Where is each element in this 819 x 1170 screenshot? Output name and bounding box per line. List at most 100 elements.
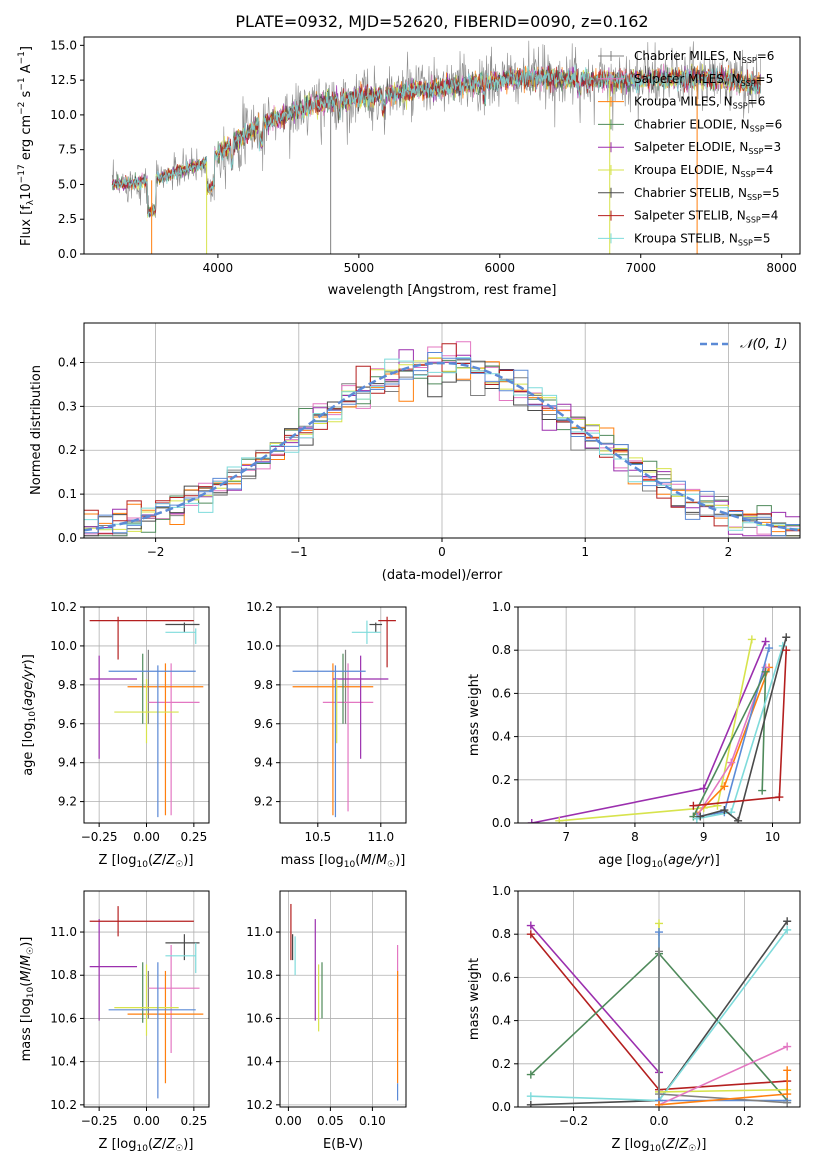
panel-ytick-label: 10.6: [246, 1011, 273, 1025]
residual-xlabel: (data-model)/error: [382, 568, 503, 583]
residual-xtick-label: −1: [290, 545, 308, 559]
panel-ytick-label: 0.6: [492, 686, 511, 700]
mass-vs-reddening-panel: 0.00 0.05 0.10 10.2 10.4 10.6 10.8 11.0 E(B-V): [246, 890, 407, 1152]
residual-ytick-label: 0.4: [58, 355, 77, 369]
spectrum-ytick-label: 0.0: [58, 247, 77, 261]
panel-xtick-label: 10: [765, 830, 780, 844]
mass-weight-marker: [782, 633, 791, 642]
panel-ytick-label: 10.0: [246, 639, 273, 653]
mass-weight-marker: [727, 758, 736, 767]
mass-weight-marker: [734, 816, 743, 823]
mass-weight-line: [531, 641, 767, 823]
panel-xtick-label: 7: [562, 830, 570, 844]
panel-ytick-label: 10.2: [50, 600, 77, 614]
age-vs-metallicity-xlabel: Z [log10(Z/Z☉)]: [99, 853, 194, 870]
panel-xtick-label: 0.05: [317, 1114, 344, 1128]
panel-ytick-label: 11.0: [50, 925, 77, 939]
panel-ytick-label: 10.2: [246, 1098, 273, 1112]
panel-ytick-label: 1.0: [492, 600, 511, 614]
mass-weight-marker: [689, 801, 698, 810]
panel-ytick-label: 0.2: [492, 773, 511, 787]
spectrum-xtick-label: 5000: [344, 261, 375, 275]
age-vs-metallicity-panel: −0.25 0.00 0.25 9.2 9.4 9.6 9.8 10.0 10.2 Z [log1…: [21, 600, 210, 870]
age-vs-mass-panel: 10.5 11.0 9.2 9.4 9.6 9.8 10.0 10.2 mass [log10(…: [246, 600, 407, 870]
panel-ytick-label: 9.8: [254, 678, 273, 692]
panel-ytick-label: 10.8: [50, 968, 77, 982]
panel-ytick-label: 10.2: [50, 1098, 77, 1112]
panel-ytick-label: 0.0: [492, 1100, 511, 1114]
mass-weight-line: [700, 636, 787, 823]
panel-ytick-label: 0.0: [492, 816, 511, 830]
panel-plot-area: [84, 891, 209, 1107]
normal-reference-curve: [84, 361, 800, 532]
legend-label: Kroupa STELIB, NSSP=5: [634, 231, 771, 247]
mass-weight-marker: [655, 947, 663, 956]
spectrum-xtick-label: 4000: [203, 261, 234, 275]
mass-weight-marker: [783, 1066, 792, 1075]
mass-weight-marker: [526, 1100, 535, 1107]
residual-ytick-label: 0.2: [58, 443, 77, 457]
mass-weight-line: [530, 925, 660, 1073]
panel-plot-area: [518, 607, 800, 823]
panel-plot-area: [518, 891, 800, 1107]
panel-ytick-label: 9.2: [254, 795, 273, 809]
residual-panel: −2 −1 0 1 2 0.0 0.1 0.2 0.3 0.4 (data-model)/erro…: [29, 322, 801, 583]
mass-weight-marker: [699, 784, 708, 793]
spectrum-series-line: [111, 40, 761, 218]
panel-xtick-label: 0.25: [180, 1114, 207, 1128]
spectrum-ytick-label: 2.5: [58, 212, 77, 226]
mass-weight-marker: [696, 812, 705, 821]
spectrum-ytick-label: 15.0: [50, 38, 77, 52]
mass-weight-marker: [765, 644, 774, 653]
panel-axes-frame: [279, 890, 407, 1108]
panel-ytick-label: 0.4: [492, 730, 511, 744]
panel-xtick-label: 8: [631, 830, 639, 844]
mass-weight-marker: [655, 919, 663, 928]
mass-weight-marker: [526, 1070, 535, 1079]
mass-weight-marker: [761, 667, 770, 676]
panel-xtick-label: −0.25: [81, 1114, 118, 1128]
panel-xtick-label: 0.0: [649, 1114, 668, 1128]
legend-label: Chabrier ELODIE, NSSP=6: [634, 117, 782, 133]
mass-weight-line: [559, 639, 753, 822]
mass-weight-marker: [747, 635, 756, 644]
mass-weight-line: [658, 1045, 788, 1106]
panel-axes-frame: [279, 606, 407, 824]
legend-label: Salpeter ELODIE, NSSP=3: [634, 140, 781, 156]
panel-ytick-label: 9.2: [58, 795, 77, 809]
panel-ytick-label: 11.0: [246, 925, 273, 939]
mass-weight-vs-age-xlabel: age [log10(age/yr)]: [598, 853, 720, 870]
panel-ytick-label: 10.4: [50, 1055, 77, 1069]
panel-xtick-label: −0.2: [559, 1114, 588, 1128]
panel-plot-area: [84, 607, 209, 823]
mass-weight-marker: [555, 816, 564, 823]
mass-weight-line: [696, 645, 784, 820]
legend-label: Salpeter STELIB, NSSP=4: [634, 209, 778, 225]
mass-weight-marker: [782, 646, 791, 655]
residual-ticks: −2 −1 0 1 2 0.0 0.1 0.2 0.3 0.4: [58, 355, 732, 559]
residual-histograms: [84, 341, 800, 537]
residual-xtick-label: 2: [725, 545, 733, 559]
mass-vs-metallicity-xlabel: Z [log10(Z/Z☉)]: [99, 1137, 194, 1154]
spectrum-title: PLATE=0932, MJD=52620, FIBERID=0090, z=0…: [235, 12, 648, 31]
spectrum-xlabel: wavelength [Angstrom, rest frame]: [328, 283, 557, 298]
mass-weight-marker: [655, 1100, 663, 1107]
spectrum-panel: PLATE=0932, MJD=52620, FIBERID=0090, z=0…: [17, 12, 801, 298]
legend-label: Salpeter MILES, NSSP=5: [634, 72, 773, 88]
spectrum-ytick-label: 12.5: [50, 73, 77, 87]
panel-xtick-label: 0.10: [359, 1114, 386, 1128]
panel-plot-area: [280, 891, 406, 1107]
panel-xtick-label: 0.2: [735, 1114, 754, 1128]
residual-ytick-label: 0.0: [58, 531, 77, 545]
panel-xtick-label: 0.25: [180, 830, 207, 844]
panel-axes-frame: [517, 606, 801, 824]
panel-xtick-label: 0.00: [133, 1114, 160, 1128]
spectrum-ticks: 4000 5000 6000 7000 8000 0.0 2.5 5.0 7.5 10.0 12.5…: [50, 38, 797, 275]
residual-ylabel: Normed distribution: [29, 365, 44, 495]
panel-ytick-label: 0.8: [492, 927, 511, 941]
mass-weight-marker: [655, 1090, 663, 1099]
legend-label: Kroupa MILES, NSSP=6: [634, 95, 765, 111]
residual-legend: 𝒩(0, 1): [700, 337, 787, 352]
spectrum-ytick-label: 5.0: [58, 177, 77, 191]
